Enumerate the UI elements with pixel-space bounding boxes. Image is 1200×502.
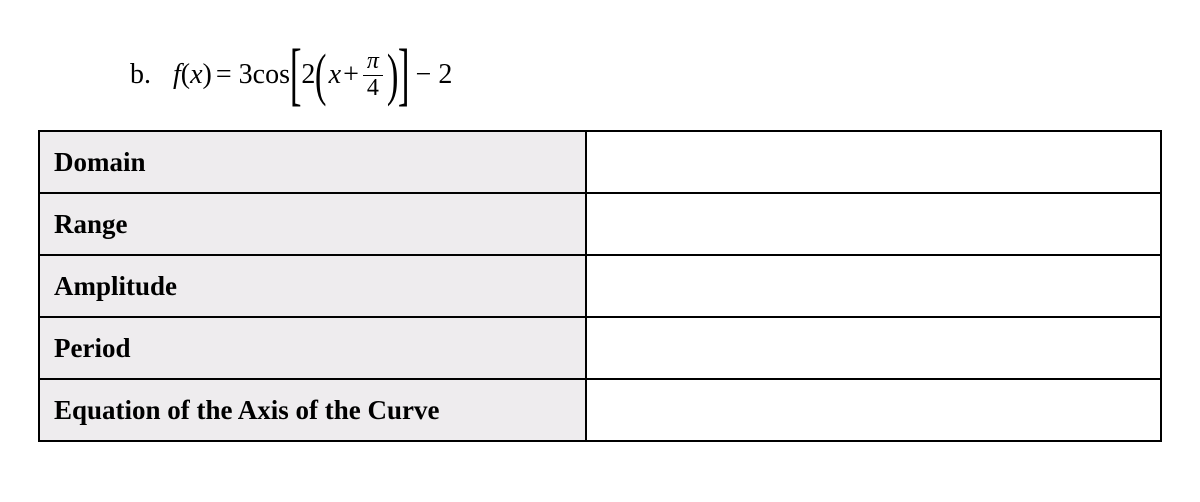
table-row: Domain xyxy=(39,131,1161,193)
equation-tail: − 2 xyxy=(416,59,453,91)
problem-label: b. xyxy=(130,59,151,91)
equals-and-coeff: = 3cos xyxy=(216,59,290,91)
row-label-amplitude: Amplitude xyxy=(39,255,586,317)
row-label-axis: Equation of the Axis of the Curve xyxy=(39,379,586,441)
row-value-amplitude[interactable] xyxy=(586,255,1161,317)
row-label-range: Range xyxy=(39,193,586,255)
equation: f ( x ) = 3cos [ 2 ( x + π 4 ) ] − 2 xyxy=(173,49,452,100)
fraction: π 4 xyxy=(363,49,383,100)
row-value-period[interactable] xyxy=(586,317,1161,379)
row-label-period: Period xyxy=(39,317,586,379)
table-body: Domain Range Amplitude Period Equation o… xyxy=(39,131,1161,441)
row-value-domain[interactable] xyxy=(586,131,1161,193)
table-row: Range xyxy=(39,193,1161,255)
frac-numerator: π xyxy=(363,49,383,75)
inner-var: x xyxy=(329,59,341,91)
row-value-axis[interactable] xyxy=(586,379,1161,441)
row-value-range[interactable] xyxy=(586,193,1161,255)
inner-coeff: 2 xyxy=(301,59,315,91)
table-row: Amplitude xyxy=(39,255,1161,317)
fn-arg: x xyxy=(190,59,202,91)
table-row: Period xyxy=(39,317,1161,379)
row-label-domain: Domain xyxy=(39,131,586,193)
properties-table: Domain Range Amplitude Period Equation o… xyxy=(38,130,1162,442)
table-row: Equation of the Axis of the Curve xyxy=(39,379,1161,441)
frac-denominator: 4 xyxy=(363,76,383,101)
equation-block: b. f ( x ) = 3cos [ 2 ( x + π 4 ) ] − 2 xyxy=(0,0,1200,130)
fn-lhs: f xyxy=(173,59,181,91)
paren-close-small: ) xyxy=(203,59,212,91)
paren-open-small: ( xyxy=(181,59,190,91)
inner-op: + xyxy=(343,59,359,91)
